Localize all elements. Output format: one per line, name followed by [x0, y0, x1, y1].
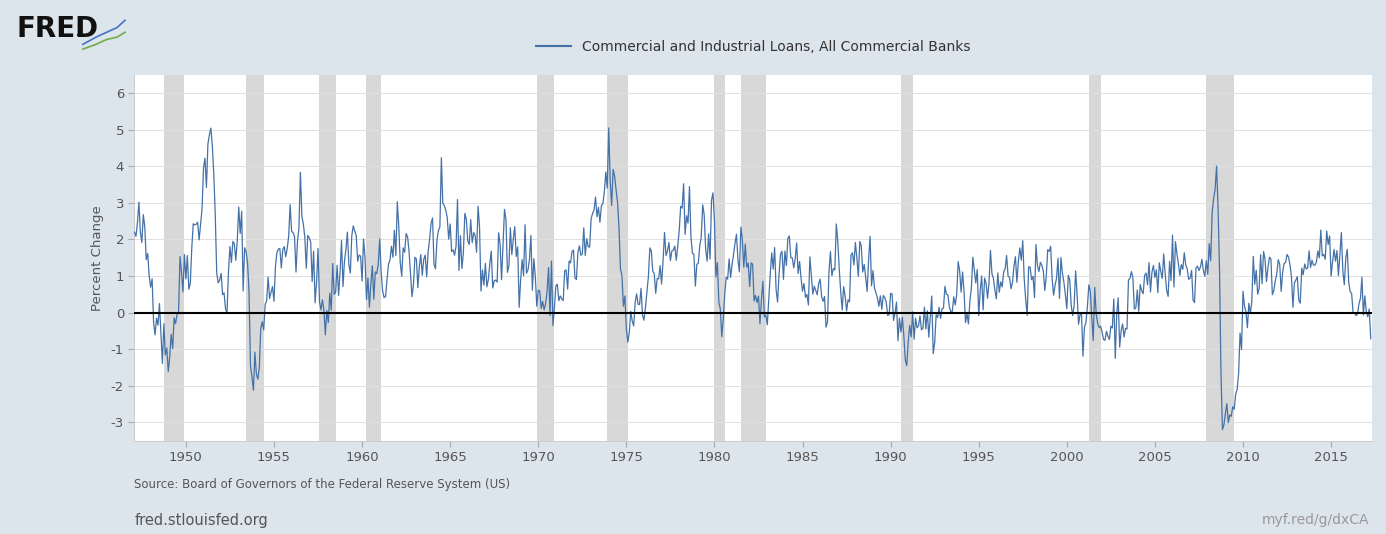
Bar: [319, 75, 335, 441]
Y-axis label: Percent Change: Percent Change: [91, 205, 104, 311]
Text: .: .: [75, 21, 82, 41]
Text: myf.red/g/dxCA: myf.red/g/dxCA: [1261, 513, 1369, 527]
Bar: [742, 75, 766, 441]
Bar: [1206, 75, 1234, 441]
Bar: [607, 75, 628, 441]
Bar: [164, 75, 184, 441]
Bar: [536, 75, 554, 441]
Bar: [714, 75, 725, 441]
Bar: [366, 75, 381, 441]
Legend: Commercial and Industrial Loans, All Commercial Banks: Commercial and Industrial Loans, All Com…: [531, 34, 976, 59]
Text: Source: Board of Governors of the Federal Reserve System (US): Source: Board of Governors of the Federa…: [134, 478, 510, 491]
Text: FRED: FRED: [17, 15, 98, 43]
Bar: [901, 75, 912, 441]
Bar: [1089, 75, 1100, 441]
Bar: [247, 75, 263, 441]
Text: fred.stlouisfed.org: fred.stlouisfed.org: [134, 513, 269, 528]
